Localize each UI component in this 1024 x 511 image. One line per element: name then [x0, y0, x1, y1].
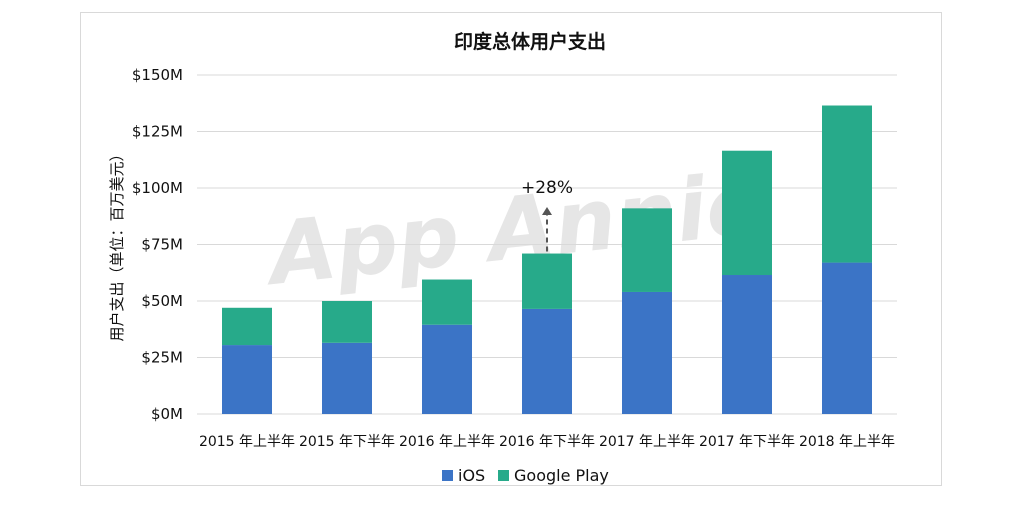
x-tick-label: 2017 年下半年 [699, 434, 795, 450]
bar-ios [822, 262, 872, 414]
x-tick-labels: 2015 年上半年 2015 年下半年 2016 年上半年 2016 年下半年 2017… [199, 434, 895, 450]
bars [222, 105, 872, 414]
bar-google-play [722, 150, 772, 276]
y-axis-label: 用户支出（单位：百万美元） [108, 146, 126, 341]
y-tick-label: $0M [151, 405, 183, 423]
gridlines [197, 74, 897, 415]
bar-ios [722, 275, 772, 414]
bar-ios [622, 291, 672, 414]
bar-ios [222, 345, 272, 414]
x-tick-label: 2017 年上半年 [599, 434, 695, 450]
bar-google-play [822, 105, 872, 263]
y-tick-label: $150M [132, 66, 183, 84]
x-tick-label: 2016 年下半年 [499, 434, 595, 450]
bar-google-play [622, 208, 672, 292]
legend-swatch [442, 470, 453, 481]
x-tick-label: 2015 年上半年 [199, 434, 295, 450]
annotation-arrow-head [542, 207, 552, 215]
y-tick-label: $125M [132, 123, 183, 141]
legend: iOS Google Play [442, 466, 609, 485]
bar-google-play [322, 301, 372, 343]
legend-swatch [498, 470, 509, 481]
x-tick-label: 2015 年下半年 [299, 434, 395, 450]
annotation-label: +28% [521, 178, 573, 198]
chart-title: 印度总体用户支出 [454, 30, 606, 53]
bar-ios [422, 324, 472, 414]
y-tick-label: $25M [141, 349, 183, 367]
y-tick-label: $50M [141, 292, 183, 310]
y-tick-labels: $0M $25M $50M $75M $100M $125M $150M [132, 66, 183, 423]
bar-google-play [522, 253, 572, 309]
x-tick-label: 2016 年上半年 [399, 434, 495, 450]
y-tick-label: $75M [141, 236, 183, 254]
y-tick-label: $100M [132, 179, 183, 197]
bar-google-play [422, 279, 472, 325]
annotation-group: +28% [521, 178, 573, 252]
watermark: App Annie [259, 153, 769, 305]
bar-google-play [222, 307, 272, 346]
bar-ios [522, 308, 572, 414]
bar-ios [322, 342, 372, 414]
legend-label: Google Play [514, 466, 609, 485]
legend-label: iOS [458, 466, 485, 485]
x-tick-label: 2018 年上半年 [799, 434, 895, 450]
